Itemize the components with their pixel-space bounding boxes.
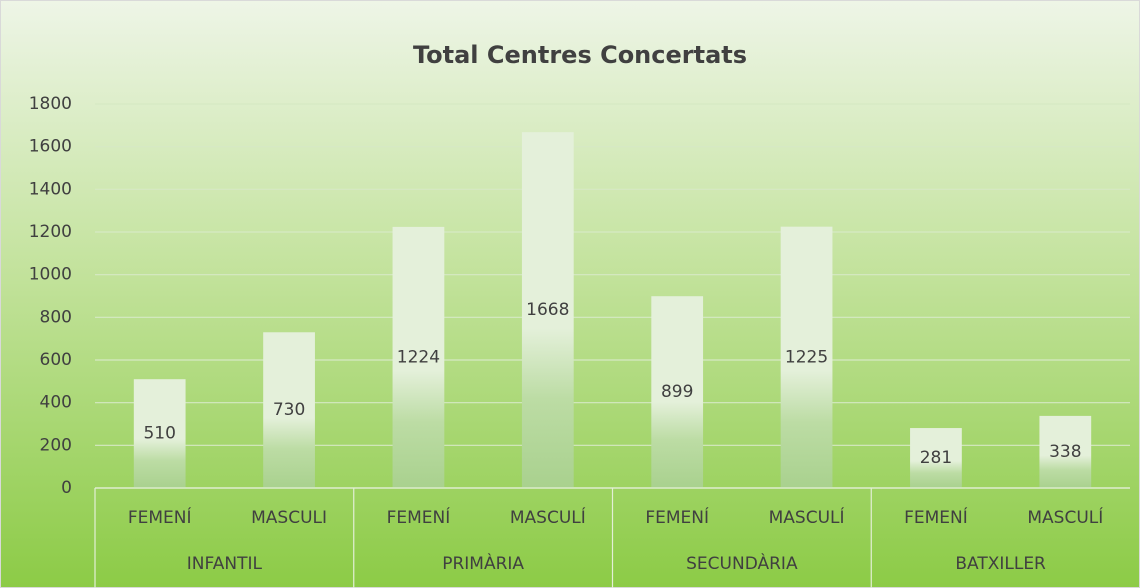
- value-label: 338: [1049, 442, 1081, 462]
- value-label: 1225: [785, 347, 828, 367]
- bar: [392, 226, 445, 488]
- bar: [263, 332, 315, 488]
- bar: [133, 379, 186, 488]
- value-label: 730: [273, 400, 305, 420]
- y-tick-label: 600: [40, 350, 72, 370]
- y-tick-label: 400: [40, 393, 72, 413]
- x-tick-label: FEMENÍ: [645, 506, 709, 528]
- bar: [651, 296, 704, 488]
- x-tick-label: MASCULÍ: [1027, 506, 1103, 528]
- bar: [1039, 415, 1092, 488]
- value-label: 1668: [526, 300, 569, 320]
- x-tick-label: FEMENÍ: [128, 506, 192, 528]
- x-tick-label: FEMENÍ: [904, 506, 968, 528]
- group-label: BATXILLER: [955, 554, 1046, 574]
- y-tick-label: 1000: [29, 265, 72, 285]
- y-tick-label: 800: [40, 307, 72, 327]
- y-tick-label: 1800: [29, 94, 72, 114]
- y-tick-label: 1200: [29, 222, 72, 242]
- group-label: INFANTIL: [187, 554, 263, 574]
- x-tick-label: FEMENÍ: [387, 506, 451, 528]
- y-tick-label: 0: [61, 478, 72, 498]
- y-tick-label: 1400: [29, 179, 72, 199]
- y-tick-label: 1600: [29, 137, 72, 157]
- y-tick-label: 200: [40, 435, 72, 455]
- value-label: 510: [143, 424, 175, 444]
- value-label: 1224: [397, 347, 440, 367]
- x-tick-label: MASCULI: [251, 508, 327, 528]
- group-label: SECUNDÀRIA: [686, 552, 798, 574]
- bar: [521, 132, 574, 488]
- x-tick-label: MASCULÍ: [510, 506, 586, 528]
- bar: [910, 428, 962, 488]
- x-tick-label: MASCULÍ: [769, 506, 845, 528]
- value-label: 281: [920, 448, 952, 468]
- chart-title: Total Centres Concertats: [413, 41, 747, 69]
- bar: [780, 226, 833, 488]
- value-label: 899: [661, 382, 693, 402]
- group-label: PRIMÀRIA: [442, 552, 524, 574]
